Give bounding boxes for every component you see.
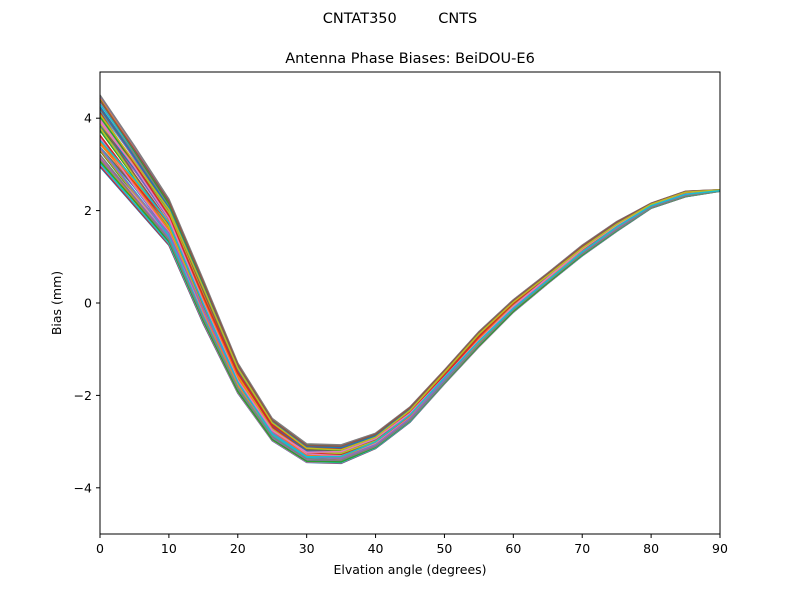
y-tick-label: −4 [74,480,92,495]
y-tick-label: 0 [84,296,92,311]
x-axis: 0 10 20 30 40 50 60 70 80 90 [96,534,728,556]
x-tick-label: 0 [96,541,104,556]
x-tick-label: 90 [712,541,728,556]
x-tick-label: 50 [436,541,452,556]
x-tick-label: 70 [574,541,590,556]
series-line-59 [99,113,721,451]
series-line-56 [99,100,721,448]
x-tick-label: 60 [505,541,521,556]
series-line-55 [99,147,721,460]
x-tick-label: 30 [299,541,315,556]
y-tick-label: −2 [74,388,92,403]
series-layer [99,94,721,465]
series-line-60 [99,139,721,458]
y-axis: −4 −2 0 2 4 [74,111,100,495]
y-tick-label: 4 [84,111,92,126]
x-tick-label: 10 [161,541,177,556]
x-axis-label: Elvation angle (degrees) [333,562,486,577]
x-tick-label: 20 [230,541,246,556]
y-axis-label: Bias (mm) [49,271,64,335]
chart-suptitle: CNTAT350 CNTS [323,11,478,27]
x-tick-label: 80 [643,541,659,556]
plot-frame [99,71,721,535]
y-tick-label: 2 [84,203,92,218]
chart-title: Antenna Phase Biases: BeiDOU-E6 [285,51,535,67]
x-tick-label: 40 [368,541,384,556]
series-line-58 [99,154,721,461]
